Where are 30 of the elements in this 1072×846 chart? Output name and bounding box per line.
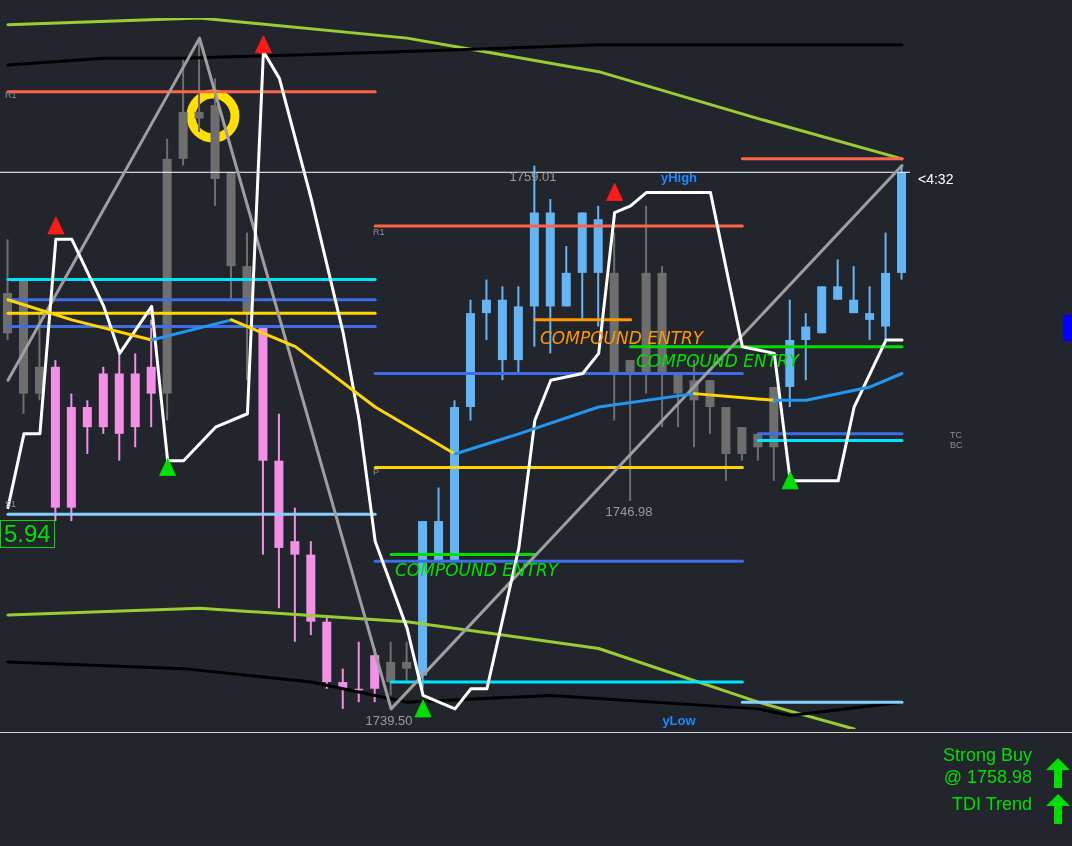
point: [254, 35, 272, 54]
candlestick: [833, 258, 843, 301]
text: TC: [950, 430, 962, 441]
annotation: P: [373, 467, 380, 478]
candlestick: [673, 372, 683, 429]
point: [414, 699, 432, 718]
text: TDI Trend: [951, 794, 1032, 815]
candlestick: [290, 506, 300, 643]
text: <4:32: [918, 171, 954, 188]
point: [159, 457, 177, 476]
candlestick: [801, 312, 811, 382]
candlestick: [402, 640, 412, 684]
candlestick: [481, 278, 491, 341]
point: [47, 216, 65, 235]
candlestick: [386, 640, 396, 697]
point: [781, 471, 799, 490]
text: Strong Buy: [942, 745, 1032, 766]
candlestick: [849, 265, 859, 315]
annotation: 1746.98: [605, 504, 653, 520]
annotation: yHigh: [660, 170, 698, 186]
candlestick: [865, 285, 875, 341]
point: [606, 182, 624, 201]
text: 1739.50: [365, 713, 413, 729]
annotation: 5.94: [0, 520, 55, 549]
candlestick: [82, 399, 92, 455]
text: BC: [950, 440, 963, 451]
annotation: R1: [373, 227, 385, 238]
text: @ 1758.98: [943, 767, 1032, 788]
annotation: R1: [5, 90, 17, 101]
text: yLow: [662, 713, 696, 729]
